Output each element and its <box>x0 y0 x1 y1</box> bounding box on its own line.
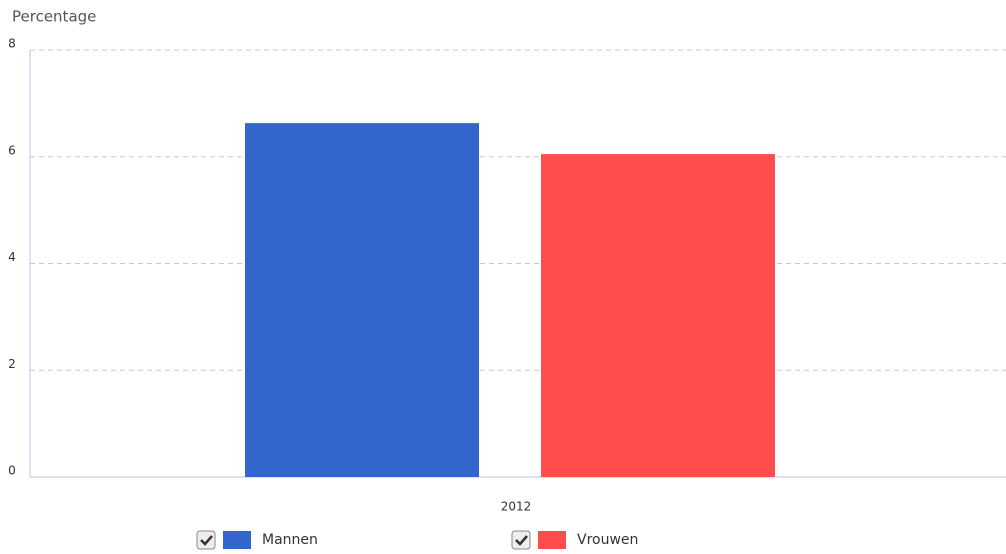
legend-item[interactable]: Mannen <box>196 530 318 550</box>
bar <box>541 154 775 478</box>
x-tick-label: 2012 <box>501 500 532 514</box>
legend-checkbox[interactable] <box>511 530 531 550</box>
bar <box>245 123 479 477</box>
legend-label: Mannen <box>262 532 318 548</box>
y-tick-label: 6 <box>8 143 16 157</box>
legend-swatch <box>538 531 566 549</box>
legend-label: Vrouwen <box>577 532 638 548</box>
y-axis-label: Percentage <box>12 8 96 26</box>
checkmark <box>515 535 528 546</box>
checkmark <box>200 535 213 546</box>
y-tick-label: 4 <box>8 250 16 264</box>
y-tick-label: 8 <box>8 37 16 51</box>
legend-item[interactable]: Vrouwen <box>511 530 638 550</box>
y-tick-label: 2 <box>8 357 16 371</box>
legend-swatch <box>223 531 251 549</box>
legend-checkbox[interactable] <box>196 530 216 550</box>
y-tick-label: 0 <box>8 464 16 478</box>
